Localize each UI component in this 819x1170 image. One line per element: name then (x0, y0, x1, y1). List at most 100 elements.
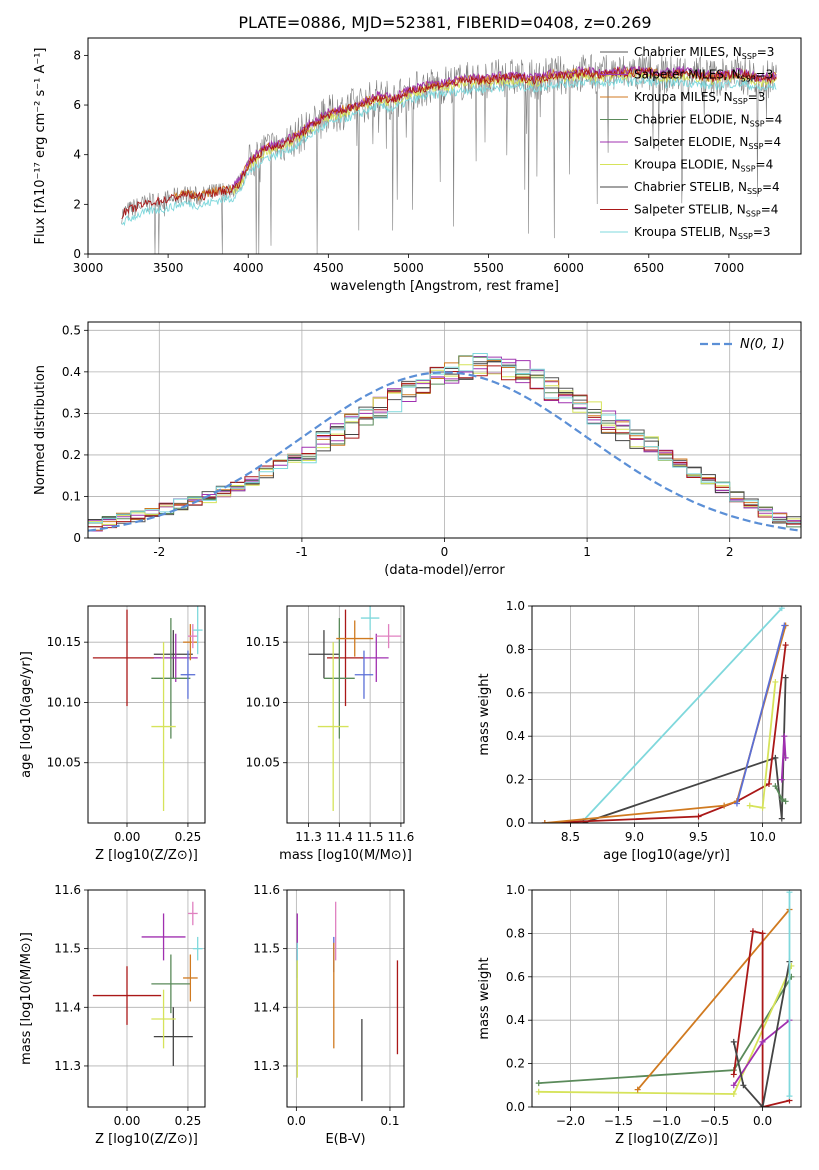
weight-marker-2 (782, 642, 789, 649)
errorbar-plot-area (92, 606, 203, 811)
x-axis-label: E(B-V) (325, 1132, 365, 1147)
figure-title: PLATE=0886, MJD=52381, FIBERID=0408, z=0… (238, 13, 651, 32)
legend-label: Chabrier ELODIE, NSSP=4 (634, 113, 782, 129)
y-tick-label: 0.2 (506, 773, 525, 787)
weight-marker-4 (733, 800, 740, 807)
x-tick-label: 10.0 (749, 830, 776, 844)
x-axis-label: Z [log10(Z/Z⊙)] (615, 1132, 718, 1147)
errorbar-plot-area (308, 606, 401, 811)
age-vs-mass-panel: 11.3 11.4 11.5 11.6 10.05 10.10 10.15 mass [log… (246, 605, 415, 863)
x-tick-label: 11.6 (388, 830, 415, 844)
weight-marker-7 (778, 796, 785, 803)
y-tick-label: 10.15 (246, 635, 280, 649)
weight-marker-1 (782, 674, 789, 681)
y-tick-label: 11.4 (253, 1000, 280, 1014)
x-tick-label: 0.25 (175, 1114, 202, 1128)
weight-marker-2 (765, 780, 772, 787)
y-tick-label: 0.2 (506, 1057, 525, 1071)
weight-plot-area (541, 606, 789, 823)
y-tick-label: 4 (73, 148, 81, 162)
weight-line-1 (582, 677, 787, 823)
y-tick-label: 0.8 (506, 642, 525, 656)
axes-frame (87, 889, 206, 1108)
legend-label: Salpeter ELODIE, NSSP=4 (634, 135, 781, 151)
axes-frame (286, 889, 405, 1108)
y-tick-label: 10.15 (47, 635, 81, 649)
y-tick-label: 10.10 (47, 695, 81, 709)
x-tick-label: 5500 (473, 261, 504, 275)
y-tick-label: 6 (73, 98, 81, 112)
spectrum-panel: 3000 3500 4000 4500 5000 5500 6000 6500 7000 0 2 4 6… (33, 37, 802, 294)
weight-line-2 (637, 908, 791, 1091)
weight-marker-5 (746, 802, 753, 809)
errorbar-plot-area (296, 901, 399, 1102)
x-axis-label: mass [log10(M/M⊙)] (279, 848, 412, 863)
weight-marker-1 (730, 1090, 737, 1097)
y-tick-label: 0.0 (506, 816, 525, 830)
x-tick-label: -2 (153, 545, 165, 559)
legend-label: Chabrier STELIB, NSSP=4 (634, 180, 780, 196)
weight-vs-metallicity-panel: −2.0 −1.5 −1.0 −0.5 0.0 0.0 0.2 0.4 0.6 0.8 1.0 Z [… (477, 883, 802, 1147)
x-tick-label: 1 (583, 545, 591, 559)
mass-vs-metallicity-panel: 0.00 0.25 11.3 11.4 11.5 11.6 Z [log10(Z/Z⊙)] m… (19, 883, 206, 1147)
axes-frame (286, 605, 405, 824)
y-tick-label: 0.3 (62, 406, 81, 420)
age-vs-metallicity-panel: 0.00 0.25 10.05 10.10 10.15 Z [log10(Z/Z⊙)] ag… (19, 605, 206, 863)
legend-label: Kroupa STELIB, NSSP=3 (634, 225, 771, 241)
weight-marker-5 (772, 678, 779, 685)
x-tick-label: 0.25 (175, 830, 202, 844)
x-tick-label: 0.1 (380, 1114, 399, 1128)
y-tick-label: 0.1 (62, 489, 81, 503)
y-tick-label: 0 (73, 247, 81, 261)
y-tick-label: 0.5 (62, 323, 81, 337)
x-axis-label: (data-model)/error (384, 563, 505, 578)
x-axis-label: Z [log10(Z/Z⊙)] (95, 848, 198, 863)
x-tick-label: 3500 (153, 261, 184, 275)
y-tick-label: 1.0 (506, 883, 525, 897)
spectrum-legend: Chabrier MILES, NSSP=3 Salpeter MILES, NS… (600, 45, 782, 241)
y-tick-label: 10.10 (246, 695, 280, 709)
x-tick-label: 9.0 (625, 830, 644, 844)
weight-line-4 (736, 625, 786, 804)
y-tick-label: 11.3 (253, 1059, 280, 1073)
y-tick-label: 8 (73, 48, 81, 62)
y-tick-label: 10.05 (47, 756, 81, 770)
legend-label: Chabrier MILES, NSSP=3 (634, 45, 774, 61)
x-tick-label: 9.5 (689, 830, 708, 844)
weight-marker-3 (721, 802, 728, 809)
y-tick-label: 0.2 (62, 448, 81, 462)
x-tick-label: 4000 (233, 261, 264, 275)
y-tick-label: 0.8 (506, 926, 525, 940)
axes-frame (531, 889, 802, 1108)
weight-marker-7 (782, 798, 789, 805)
weight-marker-4 (781, 622, 788, 629)
weight-marker-1 (778, 815, 785, 822)
normal-curve-line (88, 371, 801, 532)
x-tick-label: 2 (726, 545, 734, 559)
axes-frame (87, 37, 802, 255)
axes-frame (87, 321, 802, 539)
weight-marker-6 (782, 754, 789, 761)
axes-frame (531, 605, 802, 824)
y-tick-label: 0.0 (506, 1100, 525, 1114)
y-tick-label: 1.0 (506, 599, 525, 613)
weight-marker-5 (730, 1038, 737, 1045)
y-tick-label: 0.4 (506, 729, 525, 743)
histogram-step-8 (88, 353, 801, 524)
y-tick-label: 11.6 (253, 883, 280, 897)
weight-marker-2 (695, 813, 702, 820)
weight-plot-area (535, 890, 795, 1107)
y-axis-label: Flux [fλ10⁻¹⁷ erg cm⁻² s⁻¹ A⁻¹] (33, 48, 48, 245)
y-axis-label: mass weight (477, 957, 492, 1039)
weight-marker-5 (740, 1082, 747, 1089)
weight-marker-3 (749, 928, 756, 935)
weight-marker-6 (781, 733, 788, 740)
y-axis-label: Normed distribution (33, 365, 48, 495)
x-tick-label: 4500 (313, 261, 344, 275)
legend-label: Salpeter MILES, NSSP=3 (634, 68, 773, 84)
model-spectrum-line-4 (121, 66, 777, 219)
x-tick-label: −1.0 (652, 1114, 681, 1128)
weight-marker-3 (730, 1071, 737, 1078)
y-tick-label: 0 (73, 531, 81, 545)
